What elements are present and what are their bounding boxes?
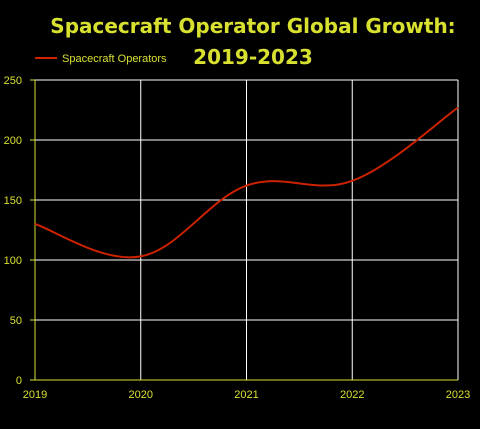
x-tick-label: 2023 <box>446 389 470 401</box>
grid <box>35 79 459 380</box>
legend: Spacecraft Operators <box>35 53 167 65</box>
x-tick-labels: 2019 2020 2021 2022 2023 <box>23 389 470 401</box>
y-tick-label: 150 <box>4 195 22 207</box>
series-group <box>34 106 459 259</box>
legend-label: Spacecraft Operators <box>62 53 167 65</box>
y-tick-label: 0 <box>16 375 22 387</box>
x-tick-label: 2022 <box>340 389 364 401</box>
x-tick-label: 2021 <box>234 389 258 401</box>
y-tick-label: 100 <box>4 255 22 267</box>
y-tick-labels: 0 50 100 150 200 250 <box>4 75 35 387</box>
y-tick-label: 50 <box>10 315 22 327</box>
x-tick-label: 2020 <box>129 389 153 401</box>
x-tick-label: 2019 <box>23 389 47 401</box>
chart-title-line-2: 2019-2023 <box>193 45 313 69</box>
axes <box>34 80 458 381</box>
chart-title-line-1: Spacecraft Operator Global Growth: <box>50 14 455 38</box>
y-tick-label: 250 <box>4 75 22 87</box>
y-tick-label: 200 <box>4 135 22 147</box>
series-line-spacecraft-operators <box>34 106 459 259</box>
